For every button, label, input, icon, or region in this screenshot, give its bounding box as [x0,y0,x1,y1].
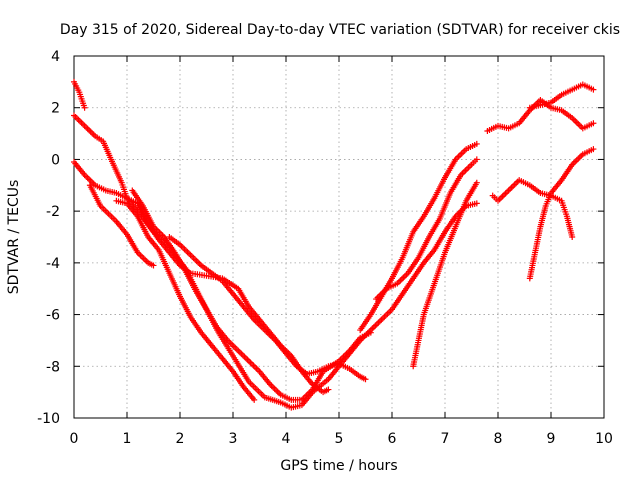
x-tick-label: 6 [388,431,397,447]
x-tick-label: 0 [70,431,79,447]
x-tick-label: 7 [441,431,450,447]
data-points [71,78,597,411]
series-arc-10 [410,179,480,370]
y-tick-label: -10 [37,411,60,427]
data-point-marker [473,179,480,186]
data-point-marker [81,104,88,111]
y-tick-label: 4 [51,49,60,65]
data-point-marker [362,376,369,383]
series-arc-14 [526,146,597,282]
chart-title: Day 315 of 2020, Sidereal Day-to-day VTE… [60,22,620,38]
series-arc-6 [129,187,374,403]
y-tick-label: -6 [46,308,60,324]
data-point-marker [590,120,597,127]
data-point-marker [590,86,597,93]
data-point-marker [251,396,258,403]
series-arc-2 [71,112,332,396]
y-axis-label: SDTVAR / TECUs [6,180,22,295]
series-arc-3 [71,159,480,411]
x-tick-label: 9 [547,431,556,447]
x-axis-label: GPS time / hours [280,458,397,474]
data-point-marker [325,386,332,393]
series-arc-1 [71,78,88,111]
axis-ticks: 0 1 2 3 4 5 6 7 8 9 10 -10 -8 -6 -4 -2 0 2 4 [37,49,613,447]
x-tick-label: 3 [229,431,238,447]
data-point-marker [473,200,480,207]
grid [74,56,604,418]
series-arc-4 [86,182,157,269]
data-point-marker [590,146,597,153]
x-tick-label: 10 [595,431,613,447]
x-tick-label: 1 [123,431,132,447]
series-arc-9 [373,156,480,303]
y-tick-label: -8 [46,359,60,375]
series-arc-7 [166,234,369,383]
y-tick-label: 0 [51,152,60,168]
x-tick-label: 5 [335,431,344,447]
y-tick-label: -4 [46,256,60,272]
series-arc-13 [489,177,576,240]
series-arc-12 [526,81,597,111]
data-point-marker [473,140,480,147]
data-point-marker [569,234,576,240]
y-tick-label: 2 [51,101,60,117]
data-point-marker [150,262,157,269]
y-tick-label: -2 [46,204,60,220]
series-arc-8 [357,140,480,334]
series-arc-11 [484,96,597,134]
data-point-marker [473,156,480,163]
x-tick-label: 2 [176,431,185,447]
x-tick-label: 4 [282,431,291,447]
data-point-marker [367,329,374,336]
series-arc-5 [113,197,258,403]
x-tick-label: 8 [494,431,503,447]
